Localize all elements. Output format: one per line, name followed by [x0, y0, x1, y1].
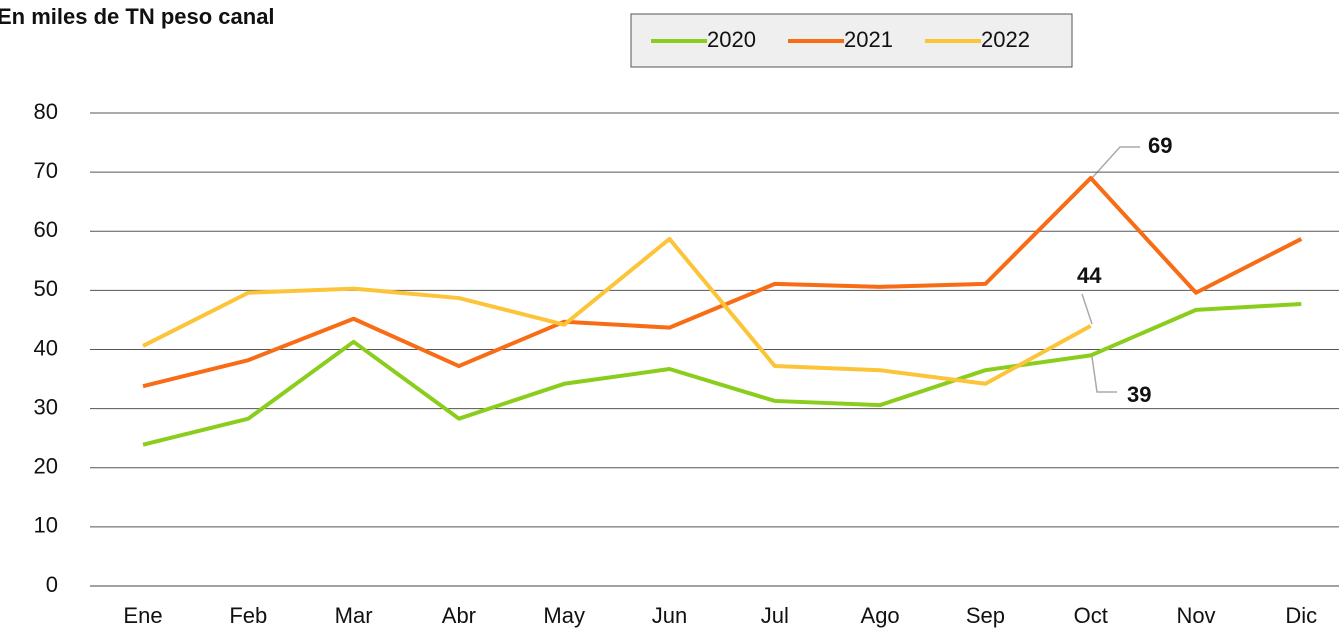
legend-label: 2021	[844, 27, 893, 52]
series-line	[142, 176, 1303, 389]
legend-label: 2022	[981, 27, 1030, 52]
y-tick-label: 30	[34, 394, 58, 419]
leader-line	[1091, 146, 1140, 179]
y-tick-label: 70	[34, 158, 58, 183]
x-tick-label: Ago	[861, 603, 900, 628]
x-tick-label: Mar	[335, 603, 373, 628]
x-tick-label: Oct	[1074, 603, 1108, 628]
data-label: 39	[1127, 382, 1151, 407]
legend-label: 2020	[707, 27, 756, 52]
x-tick-label: Feb	[229, 603, 267, 628]
y-tick-label: 60	[34, 217, 58, 242]
y-tick-label: 0	[46, 572, 58, 597]
x-tick-label: May	[543, 603, 585, 628]
y-tick-label: 40	[34, 335, 58, 360]
series-line	[142, 301, 1302, 447]
leader-line	[1081, 293, 1093, 325]
x-tick-label: Ene	[123, 603, 162, 628]
leader-line	[1091, 356, 1117, 393]
data-label: 44	[1077, 263, 1102, 288]
y-tick-label: 10	[34, 513, 58, 538]
x-tick-label: Nov	[1176, 603, 1215, 628]
x-tick-label: Jun	[652, 603, 687, 628]
x-tick-label: Abr	[442, 603, 476, 628]
y-tick-label: 20	[34, 454, 58, 479]
x-tick-label: Sep	[966, 603, 1005, 628]
chart-title: En miles de TN peso canal	[0, 4, 275, 29]
y-tick-label: 50	[34, 276, 58, 301]
x-tick-label: Jul	[761, 603, 789, 628]
x-tick-label: Dic	[1285, 603, 1317, 628]
series-line	[142, 236, 1092, 386]
data-label: 69	[1148, 133, 1172, 158]
y-tick-label: 80	[34, 99, 58, 124]
